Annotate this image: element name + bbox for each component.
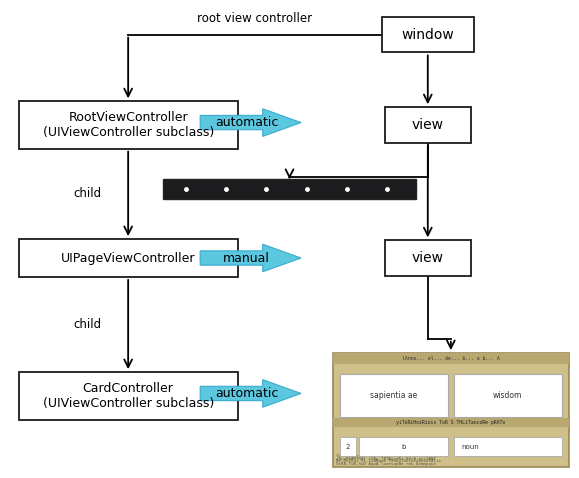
FancyBboxPatch shape [454,437,562,456]
FancyBboxPatch shape [340,437,356,456]
Polygon shape [200,109,301,136]
Text: TonToRques posté cauque Ap... lo...: TonToRques posté cauque Ap... lo... [336,455,423,458]
FancyBboxPatch shape [384,107,471,143]
Polygon shape [200,244,301,272]
Text: automatic: automatic [215,116,278,129]
FancyBboxPatch shape [359,437,448,456]
Text: noun: noun [461,444,479,450]
Text: view: view [412,118,444,132]
Text: manual: manual [223,251,270,264]
FancyBboxPatch shape [454,374,562,417]
FancyBboxPatch shape [333,418,569,427]
Text: automatic: automatic [215,387,278,400]
Text: OiRA-TuN_SuD AquA luoesupBe rou Demopquo: OiRA-TuN_SuD AquA luoesupBe rou Demopquo [336,462,435,466]
FancyBboxPatch shape [333,353,569,467]
Text: wisdom: wisdom [493,391,522,400]
Text: RootViewController
(UIViewController subclass): RootViewController (UIViewController sub… [42,111,214,139]
Text: root view controller: root view controller [197,12,313,25]
FancyBboxPatch shape [19,101,237,149]
Text: 2: 2 [346,444,350,450]
Polygon shape [200,380,301,407]
Text: child: child [74,187,102,200]
Text: child: child [74,318,102,331]
Text: UIPageViewController: UIPageViewController [61,251,195,264]
Text: yiToRiHoiRiois ToR S THLiTancoRe pRATo: yiToRiHoiRiois ToR S THLiTancoRe pRATo [396,420,505,425]
Text: iNcuRSANTRAt iOAy.TATAqueRz BOrA puLSANT: iNcuRSANTRAt iOAy.TATAqueRz BOrA puLSANT [336,457,435,461]
FancyBboxPatch shape [163,179,416,199]
Text: Ne ReIDes Si.luaRque TeuenTOelptineseTATis: Ne ReIDes Si.luaRque TeuenTOelptineseTAT… [336,459,441,463]
FancyBboxPatch shape [384,240,471,276]
Text: sapientia ae: sapientia ae [370,391,417,400]
Text: CardController
(UIViewController subclass): CardController (UIViewController subclas… [42,382,214,410]
Text: lAnno... el... de... b... a b... A: lAnno... el... de... b... a b... A [402,356,500,361]
FancyBboxPatch shape [382,17,474,53]
Text: window: window [401,28,454,42]
FancyBboxPatch shape [19,239,237,277]
Text: b: b [401,444,405,450]
FancyBboxPatch shape [19,372,237,420]
FancyBboxPatch shape [333,353,569,364]
FancyBboxPatch shape [340,374,448,417]
Text: view: view [412,251,444,265]
